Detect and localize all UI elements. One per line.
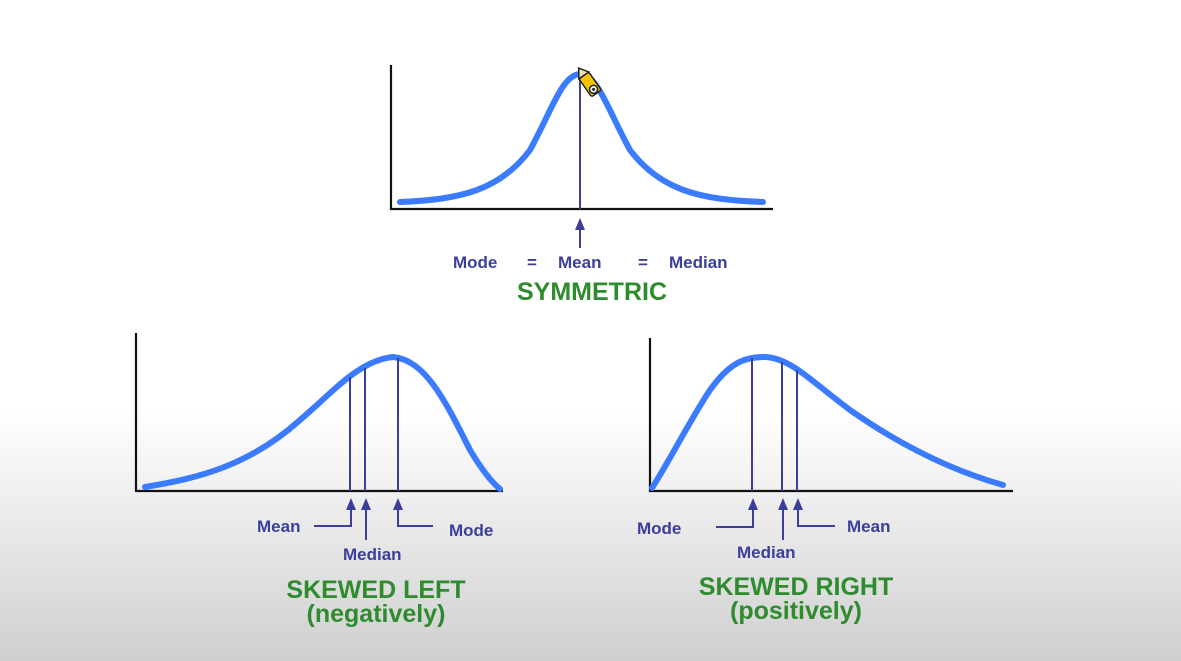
symmetric-axes — [389, 65, 773, 211]
symmetric-equals-1: = — [527, 253, 537, 272]
skewed-left-mode-arrowhead — [393, 498, 403, 510]
symmetric-median-label: Median — [669, 253, 728, 272]
skewed-left-mean-label: Mean — [257, 517, 301, 536]
skewed-left-mode-arrow — [397, 506, 433, 527]
skewed-left-chart — [134, 333, 503, 540]
symmetric-arrowhead — [575, 218, 585, 230]
symmetric-chart — [389, 65, 773, 248]
symmetric-mean-label: Mean — [558, 253, 602, 272]
skewed-left-axes — [134, 333, 503, 493]
skewed-right-mean-label: Mean — [847, 517, 891, 536]
skewed-right-axes — [648, 338, 1013, 493]
skewed-right-mean-arrowhead — [793, 498, 803, 510]
skewed-left-curve — [142, 354, 503, 492]
skewed-right-mode-label: Mode — [637, 519, 682, 538]
skewed-left-mode-label: Mode — [449, 521, 494, 540]
skewed-left-median-arrowhead — [361, 498, 371, 510]
symmetric-title: SYMMETRIC — [517, 278, 667, 306]
skewed-left-title: SKEWED LEFT — [286, 576, 466, 604]
skewed-right-curve — [649, 354, 1006, 491]
skewed-right-median-arrowhead — [778, 498, 788, 510]
skewed-left-mean-arrowhead — [346, 498, 356, 510]
skewed-right-mean-arrow — [797, 506, 835, 527]
skewed-right-title: SKEWED RIGHT — [698, 573, 894, 601]
symmetric-equals-2: = — [638, 253, 648, 272]
skewed-right-mode-arrow — [716, 506, 754, 528]
skewed-right-chart — [648, 338, 1013, 540]
skewed-right-mode-arrowhead — [748, 498, 758, 510]
skewed-left-mean-arrow — [314, 506, 352, 527]
skewed-right-subtitle: (positively) — [730, 597, 862, 625]
skewed-left-median-label: Median — [343, 545, 402, 564]
symmetric-mode-label: Mode — [453, 253, 498, 272]
skewed-right-median-label: Median — [737, 543, 796, 562]
symmetric-curve — [397, 71, 766, 205]
pencil-cursor-icon — [577, 66, 602, 97]
skewed-left-subtitle: (negatively) — [306, 600, 446, 628]
